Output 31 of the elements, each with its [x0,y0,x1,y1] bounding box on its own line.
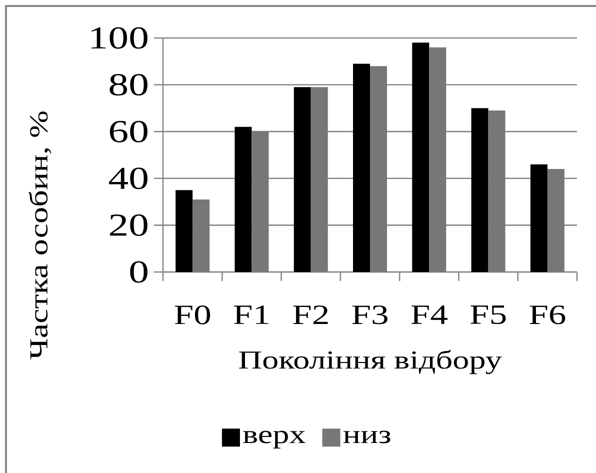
bar [530,164,548,272]
y-tick-label: 100 [91,27,148,49]
y-tick-label: 60 [110,120,148,142]
x-tick-label: F3 [352,306,388,324]
y-tick-label: 0 [130,261,148,283]
x-tick-label: F2 [293,306,328,324]
bar [412,42,430,272]
x-tick-label: F4 [411,306,448,324]
bar [252,132,269,272]
bar [471,108,488,272]
x-tick-label: F0 [174,306,210,324]
bar [370,66,388,272]
bar [547,169,564,272]
y-tick-label: 20 [110,214,148,236]
bar [310,87,328,272]
bar [488,110,506,272]
bar [176,190,193,272]
bar [353,64,370,272]
x-tick-label: F1 [234,306,268,324]
x-tick-label: F6 [530,306,566,324]
y-axis-title: Частка особин, % [28,111,52,360]
legend-label: верх [243,430,306,449]
bar [234,126,252,272]
x-tick-label: F5 [470,306,506,324]
bar [192,199,210,272]
bar [429,47,446,272]
y-tick-label: 40 [108,168,148,190]
y-tick-label: 80 [110,74,148,96]
bar [294,87,311,272]
x-axis-title: Покоління відбору [239,350,502,374]
legend-label: низ [343,430,390,444]
